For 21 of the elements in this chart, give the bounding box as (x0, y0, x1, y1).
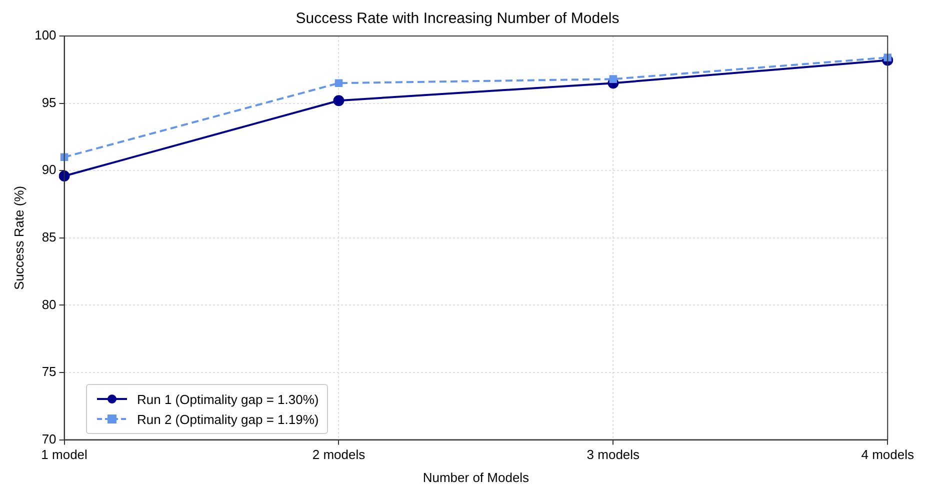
y-tick-label: 100 (34, 28, 56, 43)
point (58, 170, 70, 182)
y-tick-label: 95 (42, 94, 56, 110)
legend-label: Run 2 (Optimality gap = 1.19%) (137, 412, 319, 426)
x-axis-title: Number of Models (422, 470, 530, 485)
x-tick-label: 4 models (861, 447, 914, 462)
x-tick-label: 1 model (41, 447, 88, 462)
y-tick-label: 75 (42, 364, 56, 380)
y-tick-label: 85 (42, 229, 56, 244)
y-axis-title: Success Rate (%) (11, 186, 26, 290)
y-tick-label: 80 (42, 296, 56, 312)
point (609, 75, 618, 83)
x-tick-label: 2 models (312, 447, 366, 462)
point (334, 79, 343, 87)
point (884, 54, 892, 62)
legend-label: Run 1 (Optimality gap = 1.30%) (137, 392, 319, 406)
y-tick-label: 70 (42, 431, 56, 446)
chart-title: Success Rate with Increasing Number of Models (296, 10, 620, 28)
point (333, 95, 344, 106)
y-tick-label: 90 (42, 162, 56, 178)
x-tick-label: 3 models (586, 447, 640, 462)
